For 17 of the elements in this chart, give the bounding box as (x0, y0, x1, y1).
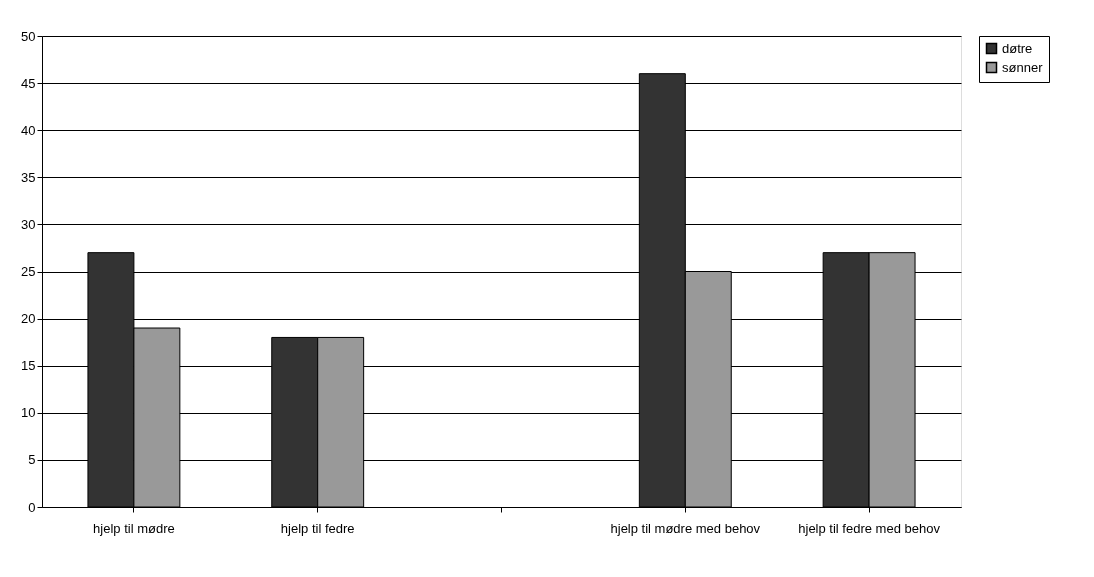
y-tick-label: 10 (21, 405, 36, 421)
y-tick-label: 35 (21, 169, 36, 185)
y-tick-label: 0 (28, 499, 36, 515)
y-tick-label: 5 (28, 452, 36, 468)
y-tick-label: 25 (21, 264, 36, 279)
x-tick-label: hjelp til mødre (93, 520, 175, 536)
y-tick-label: 30 (21, 216, 36, 232)
x-tick-label: hjelp til fedre med behov (798, 520, 941, 536)
y-tick-label: 40 (21, 122, 36, 138)
x-tick-label: hjelp til mødre med behov (610, 520, 761, 536)
legend-label: døtre (1002, 40, 1033, 56)
y-tick-label: 20 (21, 311, 36, 327)
y-tick-label: 50 (21, 28, 36, 44)
y-tick-label: 45 (21, 75, 36, 91)
x-tick-label: hjelp til fedre (280, 520, 355, 536)
y-tick-label: 15 (21, 358, 36, 374)
legend-label: sønner (1002, 59, 1044, 75)
